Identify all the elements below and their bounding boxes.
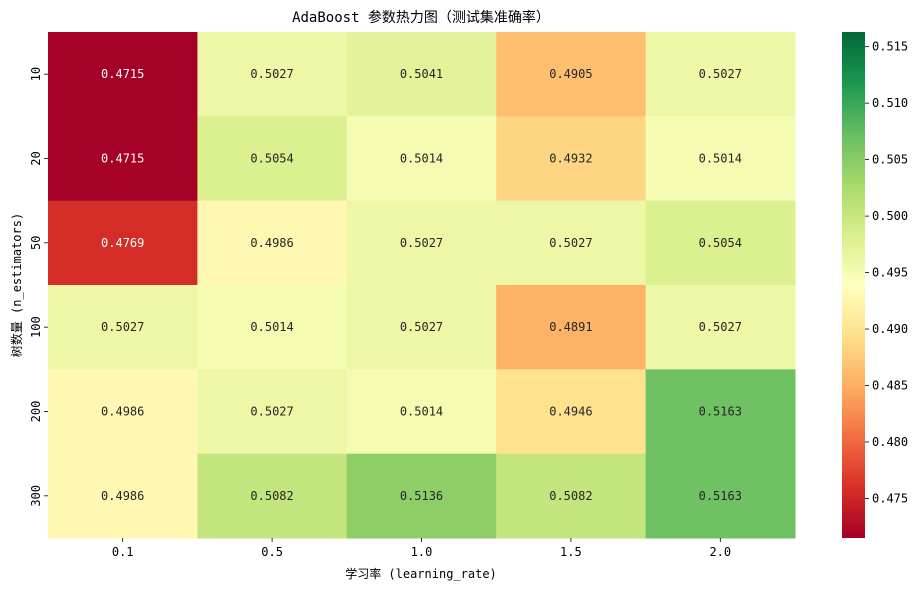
heatmap-cell (48, 453, 198, 539)
heatmap-cells: 0.4715 0.5027 0.5041 0.4905 0.5027 0.4715 0.50… (48, 32, 796, 539)
y-tick-label: 50 (29, 236, 43, 250)
heatmap-cell (496, 369, 647, 455)
cell-value-label: 0.5041 (400, 67, 443, 81)
cell-value-label: 0.4905 (549, 67, 592, 81)
cell-value-label: 0.4932 (549, 152, 592, 166)
chart-title: AdaBoost 参数热力图（测试集准确率） (292, 9, 550, 26)
colorbar-tick-label: 0.515 (872, 40, 908, 54)
heatmap-cell (645, 116, 796, 202)
heatmap-cell (496, 116, 647, 202)
heatmap-cell (496, 285, 647, 370)
colorbar-tick-label: 0.480 (872, 435, 908, 449)
heatmap-cell (197, 285, 348, 370)
heatmap-cell (496, 32, 647, 117)
colorbar-tick-label: 0.505 (872, 153, 908, 167)
heatmap-cell (48, 285, 198, 370)
cell-value-label: 0.5014 (250, 320, 293, 334)
cell-value-label: 0.4986 (250, 236, 293, 250)
y-axis-ticks: 10 20 50 100 200 300 (29, 67, 48, 507)
cell-value-label: 0.5027 (400, 320, 443, 334)
heatmap-cell (346, 453, 497, 539)
colorbar-ticks: 0.475 0.480 0.485 0.490 0.495 0.500 0.505 0.510… (865, 40, 908, 505)
colorbar-tick-label: 0.510 (872, 96, 908, 110)
y-tick-label: 100 (29, 316, 43, 338)
y-tick-label: 300 (29, 485, 43, 507)
heatmap-cell (496, 200, 647, 286)
x-tick-label: 1.5 (560, 545, 582, 559)
heatmap-cell (346, 200, 497, 286)
cell-value-label: 0.4891 (549, 320, 592, 334)
cell-value-label: 0.5014 (400, 152, 443, 166)
heatmap-cell (48, 32, 198, 117)
heatmap-cell (346, 32, 497, 117)
x-axis-label: 学习率 (learning_rate) (345, 566, 497, 581)
x-tick-label: 0.1 (112, 545, 134, 559)
x-tick-label: 1.0 (411, 545, 433, 559)
cell-value-label: 0.5027 (699, 67, 742, 81)
cell-value-label: 0.4769 (101, 236, 144, 250)
cell-value-label: 0.5027 (101, 320, 144, 334)
cell-value-label: 0.5054 (699, 236, 742, 250)
y-axis-label: 树数量 (n_estimators) (9, 213, 24, 357)
cell-value-label: 0.5014 (699, 152, 742, 166)
x-tick-label: 0.5 (261, 545, 283, 559)
heatmap-cell (645, 32, 796, 117)
cell-value-label: 0.5014 (400, 405, 443, 419)
heatmap-cell (346, 369, 497, 455)
heatmap-cell (346, 285, 497, 370)
heatmap-cell (48, 116, 198, 202)
cell-value-label: 0.5082 (250, 489, 293, 503)
colorbar-tick-label: 0.495 (872, 266, 908, 280)
cell-value-label: 0.4715 (101, 67, 144, 81)
colorbar (842, 32, 865, 538)
cell-value-label: 0.5027 (250, 67, 293, 81)
cell-value-label: 0.5027 (250, 405, 293, 419)
x-axis-ticks: 0.1 0.5 1.0 1.5 2.0 (112, 538, 731, 559)
heatmap-cell (197, 32, 348, 117)
heatmap-cell (48, 369, 198, 455)
heatmap-cell (48, 200, 198, 286)
colorbar-tick-label: 0.485 (872, 379, 908, 393)
cell-value-label: 0.5136 (400, 489, 443, 503)
y-tick-label: 200 (29, 401, 43, 423)
cell-value-label: 0.5163 (699, 489, 742, 503)
colorbar-tick-label: 0.500 (872, 209, 908, 223)
heatmap-cell (197, 116, 348, 202)
heatmap-cell (496, 453, 647, 539)
heatmap-cell (346, 116, 497, 202)
cell-value-label: 0.5027 (549, 236, 592, 250)
cell-value-label: 0.4946 (549, 405, 592, 419)
cell-value-label: 0.5163 (699, 405, 742, 419)
heatmap-cell (645, 200, 796, 286)
colorbar-tick-label: 0.490 (872, 322, 908, 336)
y-tick-label: 10 (29, 67, 43, 81)
heatmap-cell (645, 285, 796, 370)
heatmap-cell (197, 369, 348, 455)
cell-value-label: 0.5082 (549, 489, 592, 503)
cell-value-label: 0.5054 (250, 152, 293, 166)
x-tick-label: 2.0 (709, 545, 731, 559)
y-tick-label: 20 (29, 151, 43, 165)
heatmap-cell (645, 369, 796, 455)
heatmap-cell (645, 453, 796, 539)
cell-value-label: 0.4715 (101, 152, 144, 166)
cell-value-label: 0.4986 (101, 489, 144, 503)
cell-value-label: 0.5027 (699, 320, 742, 334)
heatmap-cell (197, 200, 348, 286)
heatmap-cell (197, 453, 348, 539)
cell-value-label: 0.5027 (400, 236, 443, 250)
cell-value-label: 0.4986 (101, 405, 144, 419)
colorbar-tick-label: 0.475 (872, 491, 908, 505)
